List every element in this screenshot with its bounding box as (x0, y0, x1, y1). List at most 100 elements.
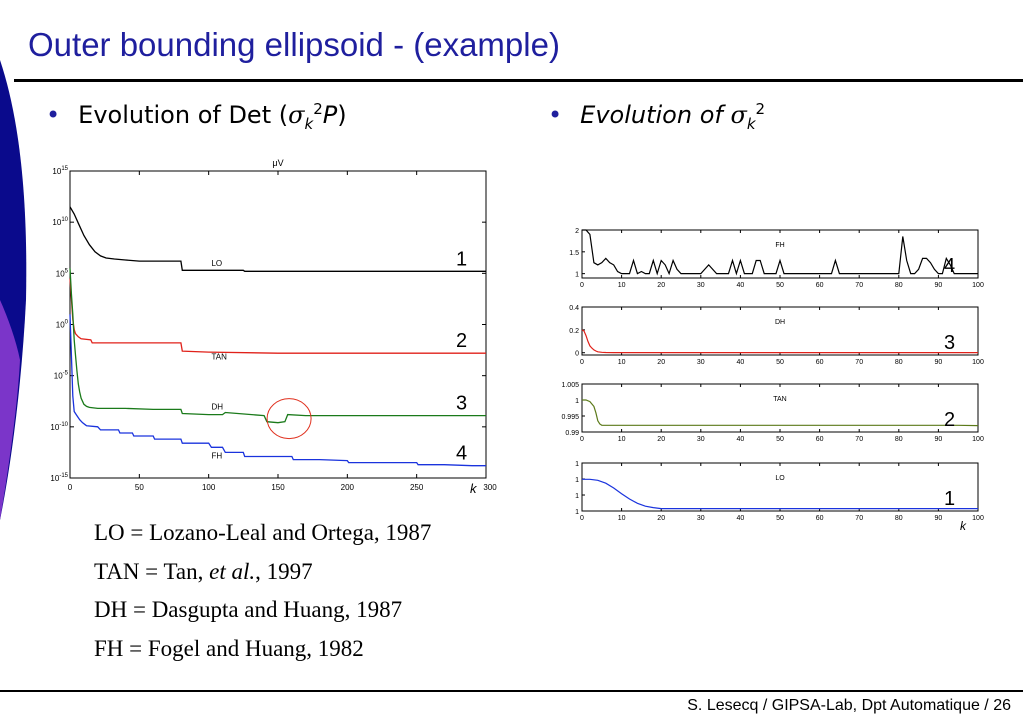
x-tick-label: 90 (935, 436, 943, 443)
det-chart: μV 0 50 100 150 200 250 300 k 1015 1010 105 100 10-5 1… (50, 158, 497, 495)
x-tick-label: 250 (410, 483, 424, 492)
x-tick-label: 60 (816, 359, 824, 366)
x-tick-label: 40 (737, 436, 745, 443)
y-tick-label: 2 (575, 228, 579, 235)
reference-item: FH = Fogel and Huang, 1982 (94, 635, 364, 661)
x-tick-label: 20 (657, 282, 665, 289)
y-tick-label: 0.2 (569, 328, 579, 335)
x-tick-label: 0 (68, 483, 73, 492)
x-tick-label: 300 (483, 483, 497, 492)
x-tick-label: 40 (737, 515, 745, 522)
panel-title: TAN (773, 396, 786, 403)
x-tick-label: 0 (580, 282, 584, 289)
x-tick-label: 80 (895, 282, 903, 289)
panel-number: 2 (944, 409, 955, 431)
highlight-circle (266, 398, 312, 440)
y-tick-label: 0.995 (561, 414, 579, 421)
x-tick-label: 50 (776, 436, 784, 443)
bullet-sigma-sub: k (746, 114, 756, 133)
bullet-sigma: • Evolution of σk2 (548, 100, 765, 133)
x-tick-label: 200 (341, 483, 355, 492)
x-tick-label: 10 (618, 515, 626, 522)
x-tick-label: 20 (657, 515, 665, 522)
x-tick-label: 30 (697, 436, 705, 443)
panel-title: FH (775, 242, 784, 249)
x-tick-label: 0 (580, 436, 584, 443)
series-line-tan (582, 399, 979, 427)
y-tick-label: 1015 (52, 166, 68, 176)
x-tick-label: 70 (855, 359, 863, 366)
panel-number: 3 (944, 332, 955, 354)
y-tick-label: 0.4 (569, 305, 579, 312)
series-label-fh: FH (211, 452, 222, 461)
x-tick-label: 100 (202, 483, 216, 492)
y-tick-label: 1 (575, 398, 579, 405)
x-tick-label: 30 (697, 515, 705, 522)
x-tick-label: 90 (935, 359, 943, 366)
y-tick-label: 1 (575, 477, 579, 484)
panel-title: LO (775, 475, 785, 482)
x-axis-label: k (470, 481, 478, 495)
x-tick-label: 30 (697, 359, 705, 366)
x-tick-label: 80 (895, 436, 903, 443)
x-tick-label: 40 (737, 359, 745, 366)
panel-title: DH (775, 319, 785, 326)
reference-item: DH = Dasgupta and Huang, 1987 (94, 597, 403, 622)
y-tick-label: 1.005 (561, 382, 579, 389)
y-tick-label: 1010 (52, 217, 68, 227)
bullet-sigma-sup: 2 (755, 100, 766, 118)
y-tick-label: 1 (575, 272, 579, 279)
series-line-dh (69, 268, 486, 424)
x-tick-label: 150 (271, 483, 285, 492)
series-label-dh: DH (211, 402, 223, 411)
x-tick-label: 100 (972, 359, 984, 366)
series-line-fh (69, 314, 486, 467)
panel-frame (581, 462, 979, 512)
bullet-det-sigma: σ (288, 101, 305, 129)
bullet-det-sub: k (304, 114, 314, 133)
y-tick-label: 10-10 (50, 422, 68, 432)
series-line-lo (582, 478, 978, 510)
x-tick-label: 40 (737, 282, 745, 289)
bullet-det-text: Evolution of Det ( (78, 101, 289, 129)
series-label-lo: LO (211, 259, 222, 268)
y-tick-label: 10-5 (54, 371, 69, 381)
x-tick-label: 0 (580, 359, 584, 366)
y-tick-label: 105 (56, 268, 69, 278)
bullet-dot: • (548, 101, 563, 129)
x-tick-label: 60 (816, 282, 824, 289)
bullet-det-sup: 2 (313, 100, 323, 118)
footer-divider (0, 690, 1023, 692)
y-tick-label: 1 (575, 493, 579, 500)
reference-item: LO = Lozano-Leal and Ortega, 1987 (94, 520, 432, 545)
x-tick-label: 80 (895, 515, 903, 522)
footer-text: S. Lesecq / GIPSA-Lab, Dpt Automatique /… (687, 697, 1011, 714)
series-number-dh: 3 (456, 393, 467, 415)
sidebar-decoration (0, 60, 27, 520)
x-tick-label: 10 (618, 359, 626, 366)
bullet-sigma-text: Evolution of (580, 101, 731, 129)
series-number-fh: 4 (456, 443, 467, 465)
x-tick-label: 100 (972, 436, 984, 443)
x-tick-label: 70 (855, 436, 863, 443)
bullet-det-close: ) (337, 101, 347, 129)
chart-title: μV (272, 158, 283, 168)
series-line-tan (69, 278, 486, 354)
panel-number: 1 (944, 488, 955, 510)
series-line-dh (581, 329, 978, 354)
x-tick-label: 10 (618, 436, 626, 443)
reference-item: TAN = Tan, et al., 1997 (94, 558, 313, 584)
y-tick-label: 1 (575, 509, 579, 516)
bullet-det-p: P (322, 101, 338, 129)
x-tick-label: 0 (580, 515, 584, 522)
x-tick-label: 50 (776, 515, 784, 522)
y-tick-label: 100 (56, 320, 69, 330)
x-tick-label: 50 (135, 483, 144, 492)
slide-title: Outer bounding ellipsoid - (example) (28, 26, 560, 63)
series-line-fh (582, 229, 978, 276)
panel-frame (581, 306, 979, 356)
y-tick-label: 0.99 (565, 430, 579, 437)
x-tick-label: 30 (697, 282, 705, 289)
x-tick-label: 50 (776, 359, 784, 366)
